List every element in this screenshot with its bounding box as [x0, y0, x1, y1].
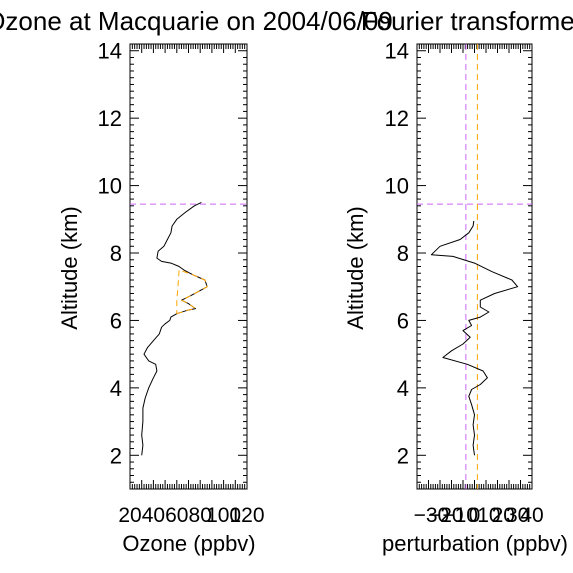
y-tick-label: 14: [385, 39, 409, 64]
y-tick-label: 6: [397, 308, 409, 333]
x-tick-label: 10: [477, 504, 500, 527]
y-tick-label: 8: [110, 241, 122, 266]
x-tick-label: 80: [189, 504, 212, 527]
plot-frame: [129, 43, 248, 490]
y-tick-label: 10: [98, 174, 122, 199]
series-line-0: [141, 201, 208, 456]
x-tick-label: 0: [469, 504, 481, 527]
series-line-1: [176, 269, 208, 315]
x-tick-label: 40: [142, 504, 165, 527]
plot-frame: [416, 43, 533, 490]
y-tick-label: 12: [385, 106, 409, 131]
y-tick-label: 4: [397, 376, 409, 401]
right-y-axis-label: Altitude (km): [343, 206, 368, 329]
x-tick-label: 20: [492, 504, 515, 527]
left-chart-title: Ozone at Macquarie on 2004/06/09: [0, 6, 393, 36]
x-tick-label: 20: [118, 504, 141, 527]
right-x-axis-label: perturbation (ppbv): [382, 531, 568, 556]
y-tick-label: 2: [397, 443, 409, 468]
x-tick-label: 40: [520, 504, 543, 527]
left-x-axis-label: Ozone (ppbv): [122, 531, 255, 556]
y-tick-label: 2: [110, 443, 122, 468]
right-chart: Fourier transformed 2 4 6 8 10 12 14 −30−20−100…: [343, 6, 573, 556]
y-tick-label: 10: [385, 174, 409, 199]
x-tick-label: 60: [165, 504, 188, 527]
series-line-0: [430, 220, 519, 456]
y-tick-label: 8: [397, 241, 409, 266]
x-tick-label: −20: [428, 504, 464, 527]
y-tick-label: 6: [110, 308, 122, 333]
x-tick-label: −30: [414, 504, 450, 527]
x-tick-label: −10: [442, 504, 478, 527]
left-y-axis-label: Altitude (km): [57, 206, 82, 329]
right-chart-title: Fourier transformed: [361, 6, 573, 36]
x-tick-label: 120: [229, 504, 264, 527]
left-chart: Ozone at Macquarie on 2004/06/09 2 4 6 8 10 1…: [0, 6, 393, 556]
y-tick-label: 12: [98, 106, 122, 131]
x-tick-label: 100: [206, 504, 241, 527]
y-tick-label: 14: [98, 39, 122, 64]
x-tick-label: 30: [506, 504, 529, 527]
y-tick-label: 4: [110, 376, 122, 401]
